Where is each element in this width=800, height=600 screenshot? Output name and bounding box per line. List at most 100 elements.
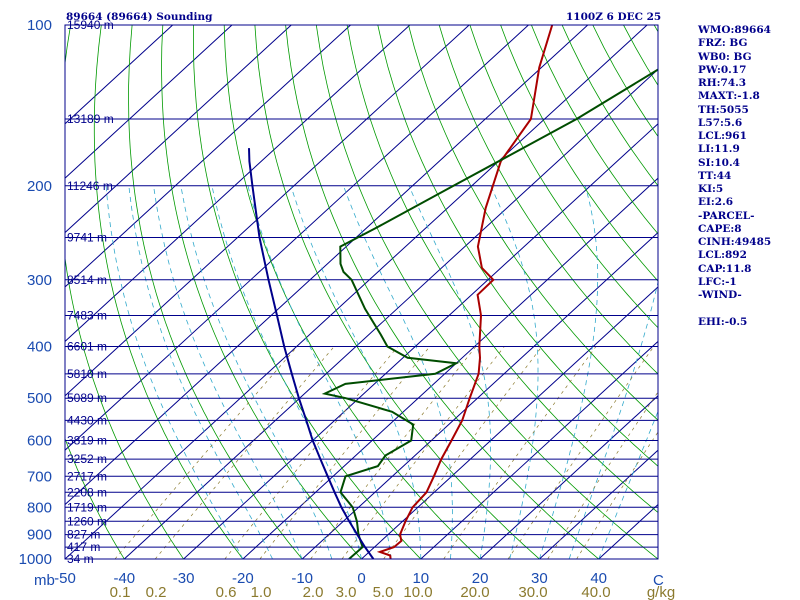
mixing-ratio-label: 2.0 — [303, 584, 324, 600]
height-label: 9741 m — [67, 230, 107, 244]
height-label: 6601 m — [67, 340, 107, 354]
mixing-ratio-label: 3.0 — [336, 584, 357, 600]
stability-index: CAPE:8 — [698, 222, 742, 235]
mixing-ratio-label: 40.0 — [581, 584, 610, 600]
stability-index — [698, 302, 798, 315]
height-label: 8514 m — [67, 273, 107, 287]
height-label: 2208 m — [67, 485, 107, 499]
temperature-tick-label: -30 — [173, 570, 195, 587]
stability-index: SI:10.4 — [698, 156, 740, 169]
pressure-tick-label: 400 — [27, 339, 52, 356]
height-label: 3252 m — [67, 452, 107, 466]
height-label: 13189 m — [67, 112, 114, 126]
pressure-tick-label: 500 — [27, 390, 52, 407]
temperature-tick-label: 10 — [412, 570, 429, 587]
isotherm-line — [65, 25, 589, 506]
height-label: 417 m — [67, 540, 100, 554]
height-label: 11246 m — [67, 179, 113, 193]
height-label: 7483 m — [67, 309, 107, 323]
isotherm-line — [479, 395, 658, 559]
height-label: 4430 m — [67, 413, 107, 427]
isotherm-line — [301, 231, 658, 559]
mixing-ratio-label: 0.2 — [146, 584, 167, 600]
pressure-tick-label: 300 — [27, 272, 52, 289]
stability-index: EI:2.6 — [698, 196, 734, 209]
stability-index: WB0: BG — [698, 50, 752, 63]
temperature-tick-label: -20 — [232, 570, 254, 587]
height-label: 1260 m — [67, 514, 107, 528]
stability-index: LCL:961 — [698, 130, 747, 142]
isotherm-line — [65, 25, 233, 179]
mixing-ratio-label: 1.0 — [251, 584, 272, 600]
height-label: 5810 m — [67, 367, 107, 381]
pressure-tick-label: 200 — [27, 178, 52, 195]
thermo-grid — [65, 25, 658, 559]
stability-index: RH:74.3 — [698, 77, 747, 89]
stability-index: PW:0.17 — [698, 63, 747, 76]
stability-index: LCL:892 — [698, 249, 747, 262]
temperature-tick-label: -50 — [54, 570, 76, 587]
plot-frame — [64, 24, 659, 560]
pressure-tick-label: 700 — [27, 468, 52, 485]
mixing-ratio-label: 10.0 — [403, 584, 432, 600]
temperature-tick-label: -10 — [291, 570, 313, 587]
pressure-unit-label: mb — [34, 572, 55, 589]
isotherm-line — [65, 25, 470, 397]
isotherm-line — [65, 25, 351, 288]
isotherm-line — [183, 123, 658, 559]
height-label: 1719 m — [67, 500, 107, 514]
stability-index: KI:5 — [698, 183, 724, 195]
isotherm-line — [65, 25, 648, 559]
temperature-tick-label: 40 — [590, 570, 607, 587]
height-label: 15940 m — [67, 18, 114, 32]
pressure-tick-label: 1000 — [19, 551, 52, 568]
sounding-traces — [248, 25, 658, 559]
mixing-ratio-label: g/kg — [647, 584, 675, 600]
isotherm-line — [242, 177, 658, 559]
isotherm-line — [65, 25, 292, 234]
stability-index: CINH:49485 — [698, 236, 772, 248]
chart-time: 1100Z 6 DEC 25 — [566, 11, 661, 23]
temperature-trace — [376, 25, 554, 559]
stability-index: TT:44 — [698, 169, 732, 182]
chart-title: 89664 (89664) Sounding — [66, 11, 213, 23]
isotherm-line — [539, 449, 658, 559]
parcel-trace — [248, 148, 375, 559]
temperature-tick-label: 30 — [531, 570, 548, 587]
isotherm-line — [123, 68, 658, 559]
dewpoint-trace — [321, 68, 658, 559]
stability-index: LFC:-1 — [698, 275, 737, 288]
isotherm-line — [420, 340, 658, 559]
temperature-tick-label: -40 — [113, 570, 135, 587]
stability-index: FRZ: BG — [698, 37, 748, 50]
isotherm-line — [65, 25, 411, 343]
stability-index: -WIND- — [698, 289, 742, 301]
stability-index: CAP:11.8 — [698, 262, 752, 275]
temperature-tick-label: 0 — [357, 570, 365, 587]
stability-index: TH:5055 — [698, 103, 749, 116]
height-label: 3819 m — [67, 434, 107, 448]
moist-adiabat — [128, 185, 273, 559]
stability-index: LI:11.9 — [698, 143, 740, 156]
moist-adiabat — [539, 185, 599, 559]
mixing-ratio-label: 30.0 — [518, 584, 547, 600]
mixing-ratio-label: 5.0 — [373, 584, 394, 600]
stability-index: -PARCEL- — [698, 209, 755, 222]
moist-adiabat — [153, 185, 303, 559]
pressure-tick-label: 600 — [27, 433, 52, 450]
isotherm-line — [361, 286, 658, 559]
height-label: 2717 m — [67, 469, 107, 483]
temperature-tick-label: 20 — [472, 570, 489, 587]
mixing-ratio-label: 0.1 — [110, 584, 131, 600]
stability-index: L57:5.6 — [698, 116, 743, 129]
mixing-ratio-label: 20.0 — [460, 584, 489, 600]
stability-index: WMO:89664 — [698, 24, 771, 36]
isotherm-line — [65, 25, 173, 125]
stability-index: EHI:-0.5 — [698, 315, 748, 328]
pressure-tick-label: 900 — [27, 527, 52, 544]
pressure-tick-label: 800 — [27, 499, 52, 516]
mixing-ratio-label: 0.6 — [216, 584, 237, 600]
